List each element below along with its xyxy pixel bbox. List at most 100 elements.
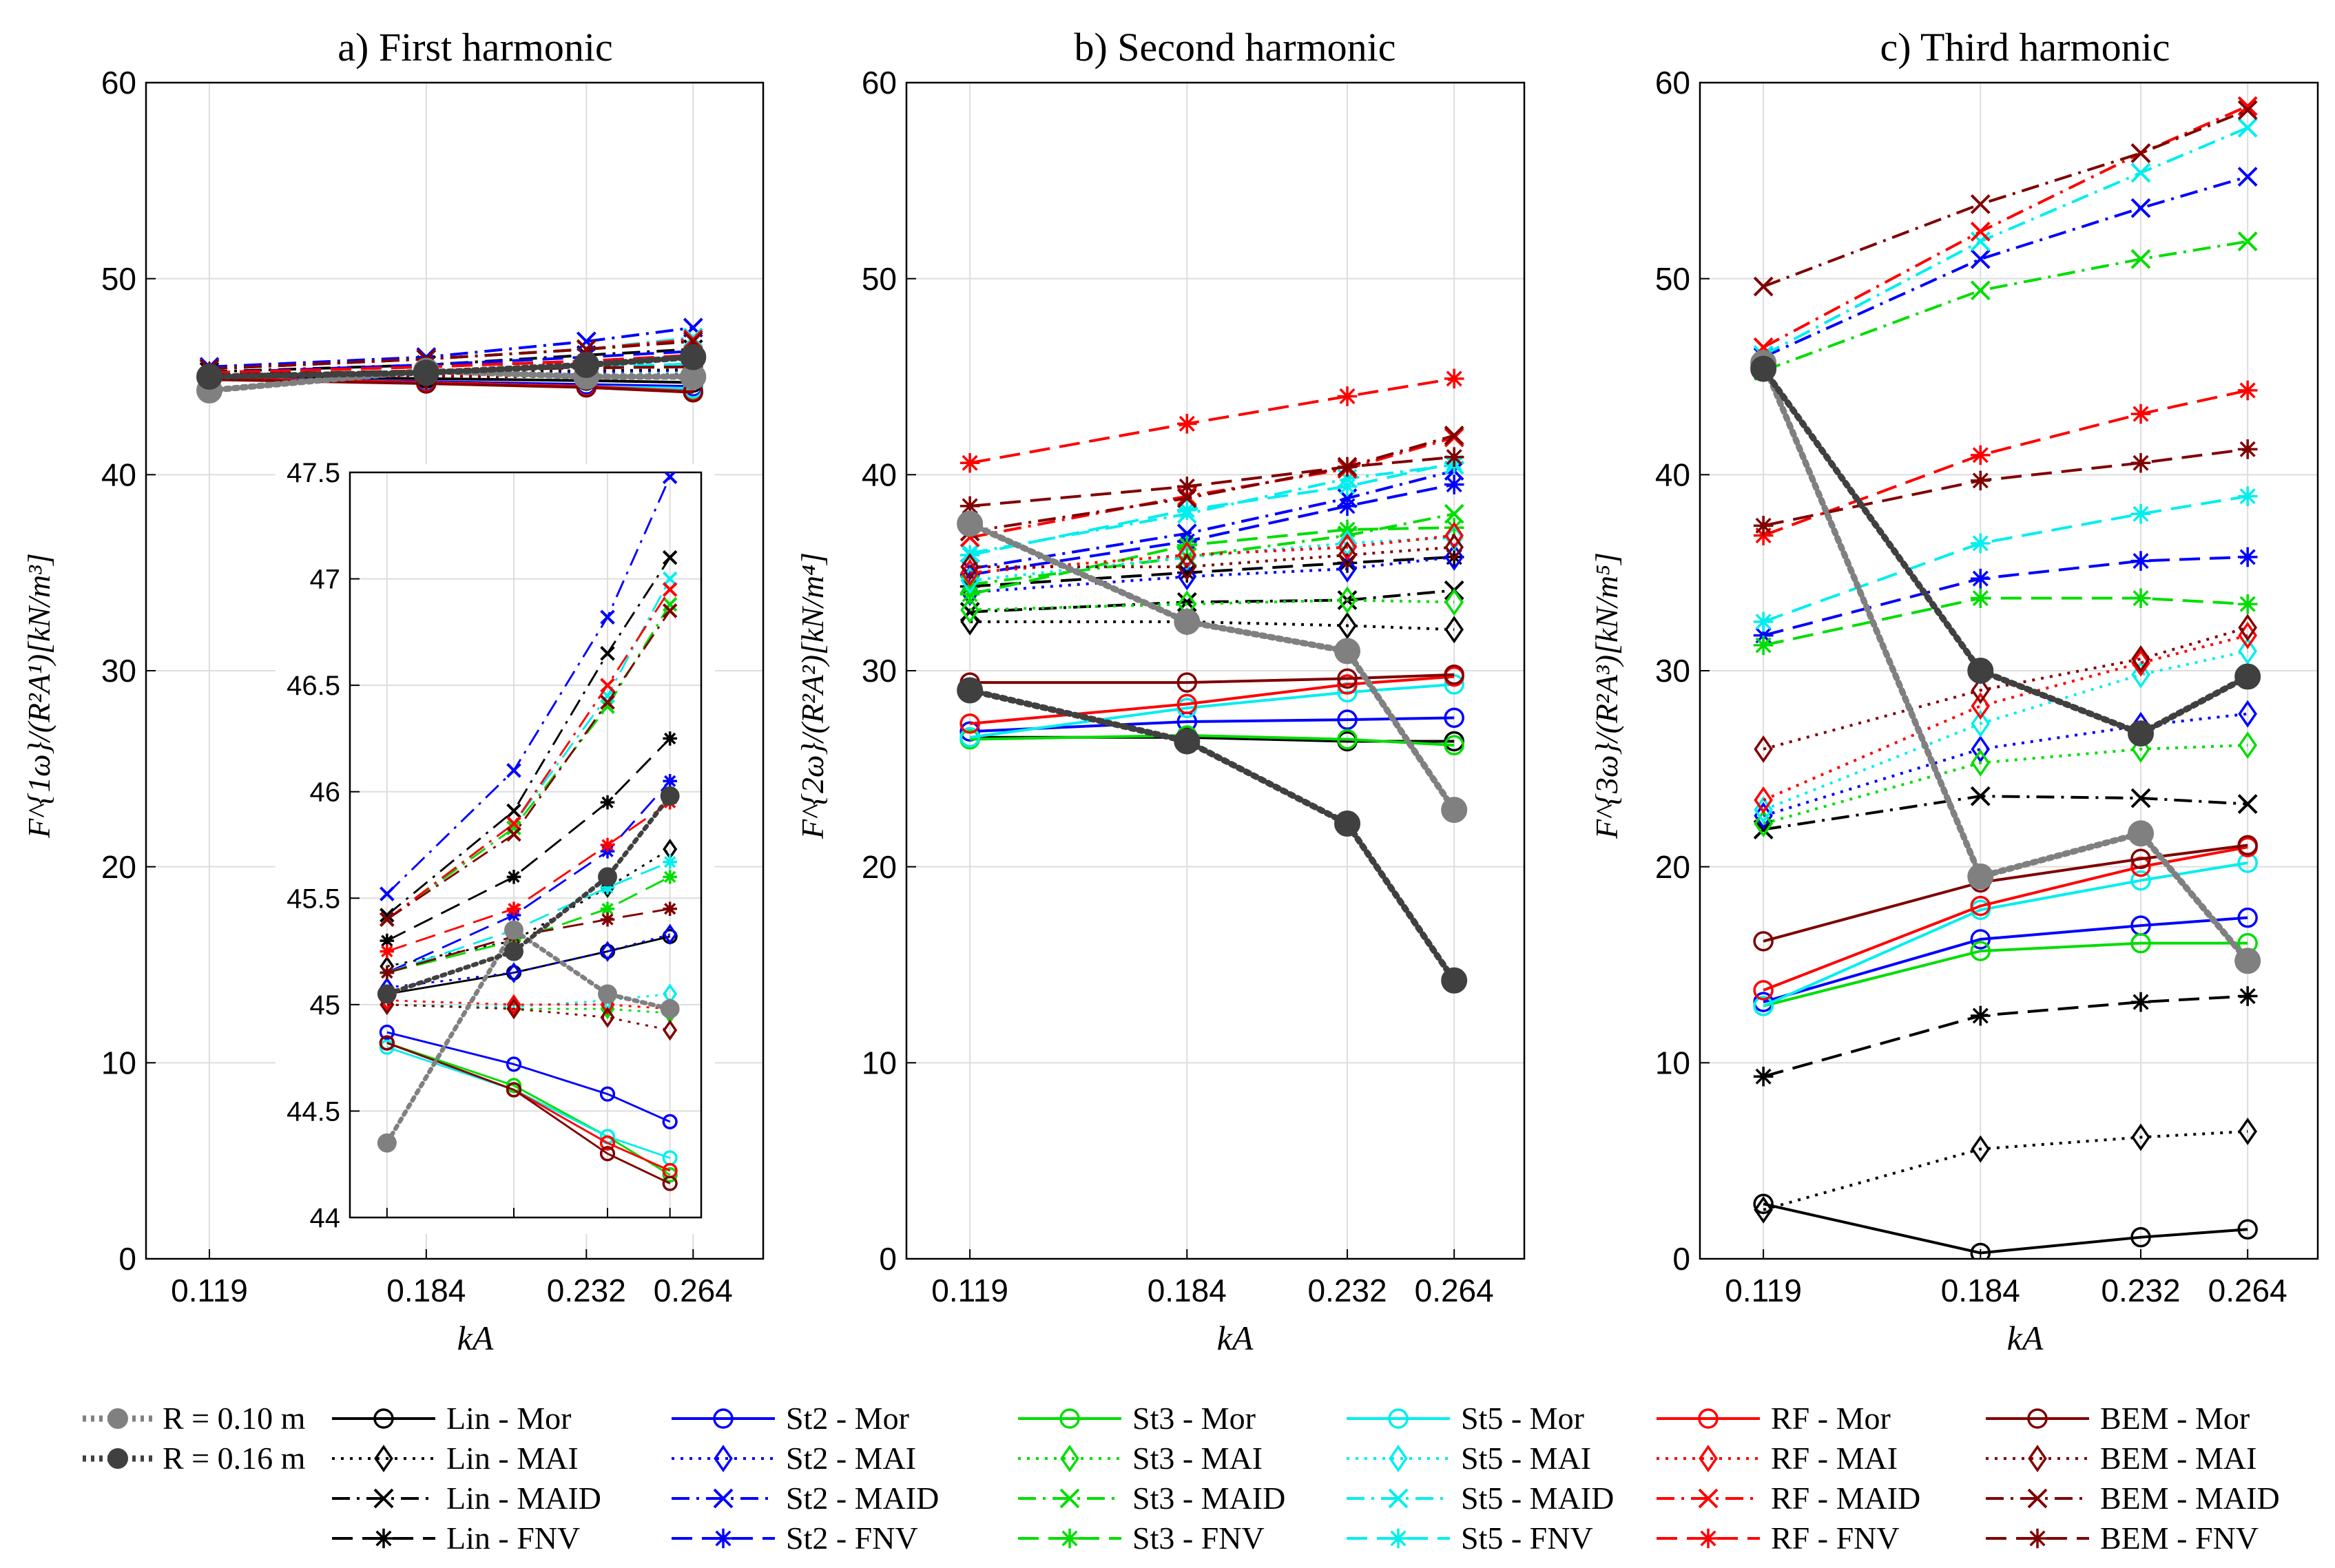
series-line [970,716,1455,733]
legend-label: RF - FNV [1771,1520,1900,1556]
data-point [1337,668,1358,689]
series-line [1763,649,2248,811]
inset-ytick-label: 44 [310,1203,341,1233]
data-point [380,886,395,901]
legend-marker [2027,1528,2048,1549]
data-point [660,786,680,806]
data-point [1174,728,1201,755]
data-point [2238,731,2258,760]
panel-c-series-st2-mai [1754,700,2258,830]
data-point [506,1056,522,1072]
panel-c-series-bem-mai [1754,614,2258,763]
series-line [1763,105,2248,349]
data-point [2130,1226,2151,1248]
legend-label: Lin - MAID [446,1481,601,1516]
legend-entry-bem: BEM - MAI [1986,1441,2256,1476]
legend-label: RF - MAI [1771,1441,1898,1476]
data-point [2237,907,2258,928]
panel-c-xtick-label: 0.264 [2208,1273,2287,1308]
data-point [1444,521,1464,550]
data-point [960,553,979,581]
inset-series-lin-maid [380,550,678,923]
legend-entry-st2: St2 - FNV [672,1520,918,1556]
data-point [380,933,395,948]
data-point [1444,474,1464,494]
series-line [969,434,1455,533]
data-point [504,941,523,961]
data-point [2130,143,2151,163]
data-point [2130,992,2151,1012]
panel-c-ytick-label: 0 [1672,1241,1690,1277]
data-point [2130,452,2151,473]
series-line [386,908,670,974]
data-point [1444,664,1464,685]
data-point [506,763,521,778]
panel-b-xtick-label: 0.232 [1307,1273,1387,1308]
data-point [2237,439,2258,459]
data-point [379,1024,395,1041]
data-point [1176,500,1197,520]
data-point [600,645,615,661]
panel-c-series-st2-maid [1753,167,2258,367]
panel-b-series-bem-fnv [959,447,1464,516]
legend-marker [1059,1408,1080,1429]
series-line [1763,994,2248,1078]
data-point [2131,1123,2150,1151]
panel-a-ytick-label: 50 [101,261,136,297]
series-line [970,620,1455,631]
legend-label: St3 - Mor [1132,1401,1256,1436]
panel-b-ytick-label: 10 [862,1045,897,1080]
panel-a-ytick-label: 40 [101,457,136,492]
legend-label: R = 0.10 m [163,1401,306,1436]
legend-entry-radius: R = 0.16 m [83,1441,306,1476]
data-point [1971,749,1991,777]
panel-b-ytick-label: 0 [879,1241,897,1277]
series-line [1763,846,2248,992]
series-line [386,992,670,1008]
data-point [2238,1117,2258,1145]
data-point [1444,427,1464,448]
data-point [2237,594,2258,614]
data-point [1970,1242,1991,1259]
panel-b-ylabel: F^{2ω}/(R²A²)[kN/m⁴] [795,552,830,839]
panel-third-harmonic: c) Third harmonic kA F^{3ω}/(R²A³)[kN/m⁵… [1589,25,2319,1357]
data-point [2237,167,2258,187]
series-line [969,436,1455,539]
inset-series-r-0-10-m [377,920,680,1153]
data-point [1337,709,1358,730]
panel-c-series-bem-fnv [1753,439,2258,536]
panel-c-xtick-label: 0.119 [1725,1273,1802,1308]
panel-c-series-lin-maid [1753,786,2258,839]
data-point [2238,700,2258,728]
series-line [1763,1129,2248,1211]
data-point [1444,368,1464,389]
data-point [2237,1219,2258,1240]
data-point [1967,863,1994,890]
data-point [2238,637,2258,665]
data-point [662,1114,678,1129]
inset-series-st2-mor [379,1024,678,1129]
series-line [1763,941,2248,1007]
data-point [2130,404,2151,424]
data-point [1334,638,1361,665]
panel-c-series-bem-maid [1753,100,2258,297]
data-point [2128,820,2155,847]
data-point [196,364,223,390]
data-point [600,901,615,917]
data-point [377,1133,397,1153]
legend-marker [713,1488,734,1509]
legend-label: RF - MAID [1771,1481,1920,1516]
data-point [1753,996,1774,1016]
inset-plot-area [377,472,680,1191]
data-point [598,867,617,887]
legend-label: St5 - Mor [1461,1401,1584,1436]
legend-marker [2028,1445,2047,1472]
panel-b-series-bem-mor [959,664,1464,693]
panel-c-plot-area [1750,96,2261,1259]
panel-a-ytick-label: 20 [101,849,136,885]
panel-c-series-st3-mor [1753,932,2258,1016]
panel-c-ytick-label: 50 [1655,261,1690,297]
data-point [1970,280,1991,301]
data-point [680,344,707,370]
data-point [1970,194,1991,214]
